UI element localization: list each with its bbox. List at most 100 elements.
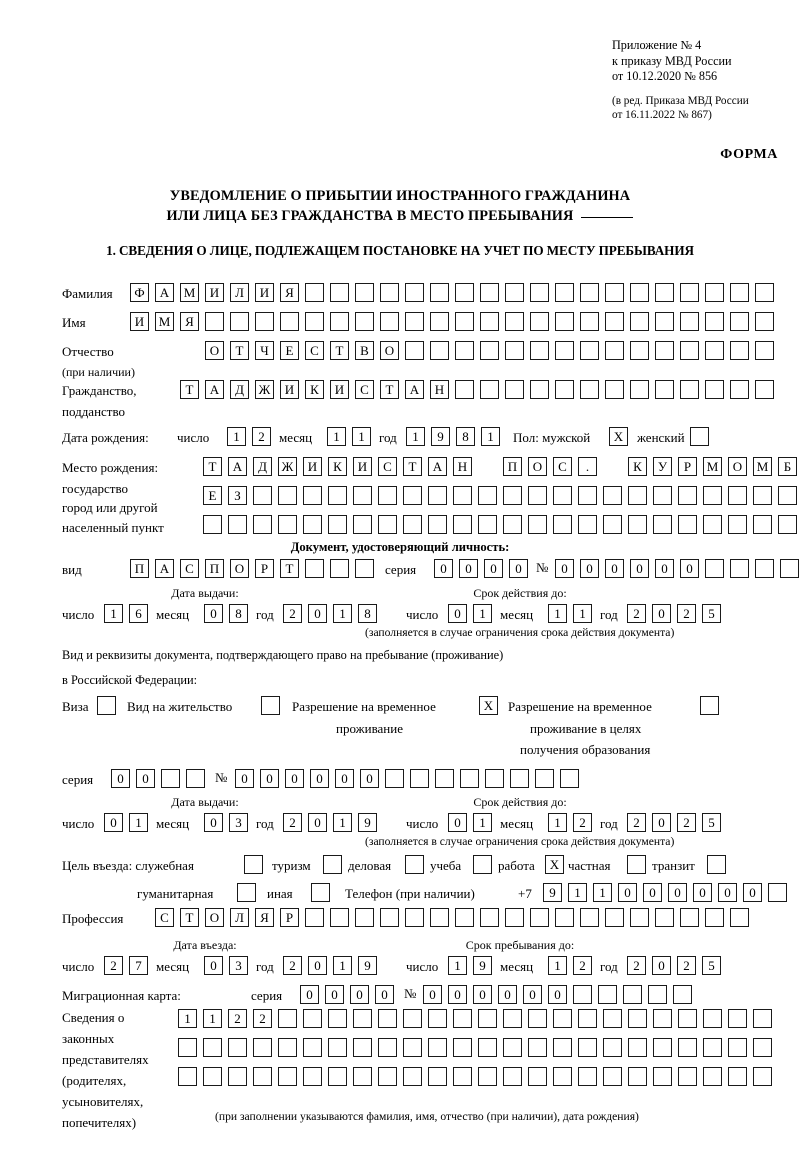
- char-cell[interactable]: [303, 486, 322, 505]
- char-cell[interactable]: 3: [229, 813, 248, 832]
- char-cell[interactable]: 1: [473, 813, 492, 832]
- char-cell[interactable]: [655, 380, 674, 399]
- char-cell[interactable]: 0: [555, 559, 574, 578]
- char-cell[interactable]: [630, 283, 649, 302]
- char-cell[interactable]: [628, 486, 647, 505]
- char-cell[interactable]: 1: [333, 604, 352, 623]
- char-cell[interactable]: 1: [227, 427, 246, 446]
- char-cell[interactable]: 1: [333, 813, 352, 832]
- char-cell[interactable]: [753, 515, 772, 534]
- char-cell[interactable]: [705, 380, 724, 399]
- char-cell[interactable]: [655, 283, 674, 302]
- char-cell[interactable]: [328, 1038, 347, 1057]
- char-cell[interactable]: 0: [260, 769, 279, 788]
- char-cell[interactable]: М: [155, 312, 174, 331]
- char-cell[interactable]: [480, 283, 499, 302]
- char-cell[interactable]: [648, 985, 667, 1004]
- char-cell[interactable]: [630, 312, 649, 331]
- char-cell[interactable]: [455, 908, 474, 927]
- char-cell[interactable]: [305, 283, 324, 302]
- char-cell[interactable]: И: [330, 380, 349, 399]
- char-cell[interactable]: [305, 559, 324, 578]
- char-cell[interactable]: [755, 341, 774, 360]
- char-cell[interactable]: 0: [448, 604, 467, 623]
- char-cell[interactable]: [278, 515, 297, 534]
- char-cell[interactable]: [205, 312, 224, 331]
- char-cell[interactable]: 0: [473, 985, 492, 1004]
- char-cell[interactable]: К: [328, 457, 347, 476]
- char-cell[interactable]: [428, 486, 447, 505]
- char-cell[interactable]: [680, 283, 699, 302]
- char-cell[interactable]: 2: [283, 813, 302, 832]
- temp-edu-checkbox[interactable]: [700, 696, 719, 715]
- char-cell[interactable]: [505, 283, 524, 302]
- char-cell[interactable]: [480, 341, 499, 360]
- char-cell[interactable]: [755, 283, 774, 302]
- char-cell[interactable]: [628, 1009, 647, 1028]
- char-cell[interactable]: [578, 1067, 597, 1086]
- char-cell[interactable]: 8: [229, 604, 248, 623]
- char-cell[interactable]: [605, 312, 624, 331]
- char-cell[interactable]: 0: [643, 883, 662, 902]
- char-cell[interactable]: 1: [129, 813, 148, 832]
- char-cell[interactable]: [485, 769, 504, 788]
- char-cell[interactable]: [578, 1038, 597, 1057]
- char-cell[interactable]: Л: [230, 908, 249, 927]
- char-cell[interactable]: А: [428, 457, 447, 476]
- char-cell[interactable]: 1: [568, 883, 587, 902]
- char-cell[interactable]: [730, 559, 749, 578]
- char-cell[interactable]: [528, 486, 547, 505]
- char-cell[interactable]: [430, 283, 449, 302]
- char-cell[interactable]: [403, 515, 422, 534]
- char-cell[interactable]: С: [355, 380, 374, 399]
- char-cell[interactable]: 1: [203, 1009, 222, 1028]
- char-cell[interactable]: [703, 1067, 722, 1086]
- char-cell[interactable]: 0: [448, 985, 467, 1004]
- char-cell[interactable]: С: [155, 908, 174, 927]
- char-cell[interactable]: [528, 515, 547, 534]
- char-cell[interactable]: [730, 283, 749, 302]
- char-cell[interactable]: 1: [352, 427, 371, 446]
- char-cell[interactable]: 9: [431, 427, 450, 446]
- char-cell[interactable]: 0: [423, 985, 442, 1004]
- birth-place-row-3-cells[interactable]: [203, 515, 797, 534]
- char-cell[interactable]: [430, 908, 449, 927]
- char-cell[interactable]: [328, 1009, 347, 1028]
- char-cell[interactable]: [603, 515, 622, 534]
- char-cell[interactable]: [705, 559, 724, 578]
- char-cell[interactable]: У: [653, 457, 672, 476]
- char-cell[interactable]: [380, 908, 399, 927]
- char-cell[interactable]: [505, 908, 524, 927]
- purpose-private-checkbox[interactable]: [627, 855, 646, 874]
- char-cell[interactable]: [505, 341, 524, 360]
- char-cell[interactable]: А: [155, 559, 174, 578]
- char-cell[interactable]: 0: [655, 559, 674, 578]
- char-cell[interactable]: З: [228, 486, 247, 505]
- char-cell[interactable]: 0: [652, 956, 671, 975]
- char-cell[interactable]: 0: [325, 985, 344, 1004]
- char-cell[interactable]: 0: [630, 559, 649, 578]
- char-cell[interactable]: 1: [473, 604, 492, 623]
- char-cell[interactable]: 2: [283, 604, 302, 623]
- char-cell[interactable]: [228, 1038, 247, 1057]
- char-cell[interactable]: 2: [573, 956, 592, 975]
- char-cell[interactable]: [580, 341, 599, 360]
- char-cell[interactable]: [478, 515, 497, 534]
- char-cell[interactable]: [353, 486, 372, 505]
